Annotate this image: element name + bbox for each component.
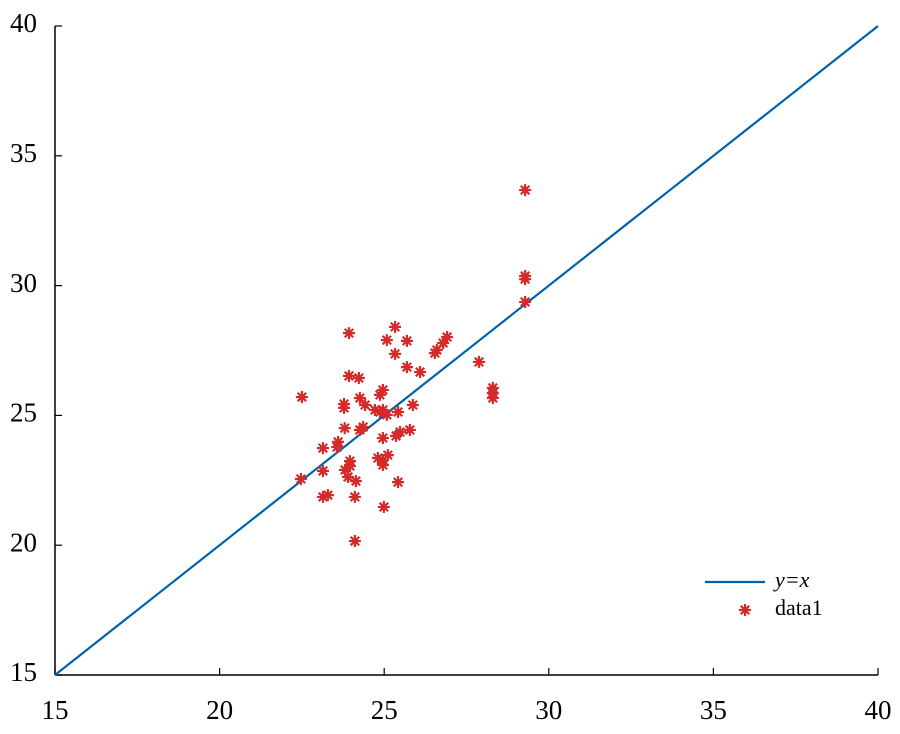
point xyxy=(380,334,393,347)
point xyxy=(359,399,372,412)
legend-label: data1 xyxy=(775,595,823,620)
legend-label: y=x xyxy=(773,567,810,592)
line xyxy=(54,25,879,676)
point xyxy=(371,451,384,464)
point xyxy=(353,423,366,436)
x-tick-label: 30 xyxy=(535,695,562,725)
point xyxy=(352,372,365,385)
point xyxy=(294,473,307,486)
point xyxy=(519,273,532,286)
point xyxy=(376,431,389,444)
point xyxy=(414,366,427,379)
point xyxy=(377,501,390,514)
point xyxy=(376,383,389,396)
legend-marker xyxy=(739,604,751,616)
point xyxy=(403,423,416,436)
x-tick-label: 20 xyxy=(206,695,233,725)
y-tick-label: 15 xyxy=(10,657,37,687)
point xyxy=(316,464,329,477)
x-tick-label: 15 xyxy=(42,695,69,725)
point xyxy=(390,429,403,442)
x-tick-label: 40 xyxy=(865,695,892,725)
y-tick-label: 30 xyxy=(10,268,37,298)
point xyxy=(400,361,413,374)
point xyxy=(519,295,532,308)
point xyxy=(343,460,356,473)
point xyxy=(316,490,329,503)
point xyxy=(348,490,361,503)
x-tick-label: 35 xyxy=(700,695,727,725)
point xyxy=(428,347,441,360)
x-tick-label: 25 xyxy=(371,695,398,725)
point xyxy=(339,463,352,476)
point xyxy=(406,399,419,412)
point xyxy=(321,489,334,502)
point xyxy=(373,388,386,401)
point xyxy=(316,442,329,455)
point xyxy=(342,327,355,340)
point xyxy=(519,184,532,197)
point xyxy=(473,355,486,368)
point xyxy=(368,403,381,416)
point xyxy=(392,406,405,419)
y-tick-label: 35 xyxy=(10,138,37,168)
point xyxy=(437,336,450,349)
y-tick-label: 25 xyxy=(10,398,37,428)
point xyxy=(486,392,499,405)
point xyxy=(380,408,393,421)
point xyxy=(381,449,394,462)
point xyxy=(392,476,405,489)
point xyxy=(441,331,454,344)
point xyxy=(338,401,351,414)
point xyxy=(389,347,402,360)
y-tick-label: 40 xyxy=(10,8,37,38)
point xyxy=(400,334,413,347)
point xyxy=(341,470,354,483)
point xyxy=(373,406,386,419)
point xyxy=(353,392,366,405)
point xyxy=(376,458,389,471)
point xyxy=(295,390,308,403)
point xyxy=(389,320,402,333)
point xyxy=(338,422,351,435)
point xyxy=(349,475,362,488)
point xyxy=(348,535,361,548)
point xyxy=(342,369,355,382)
y-tick-label: 20 xyxy=(10,527,37,557)
point xyxy=(331,441,344,454)
